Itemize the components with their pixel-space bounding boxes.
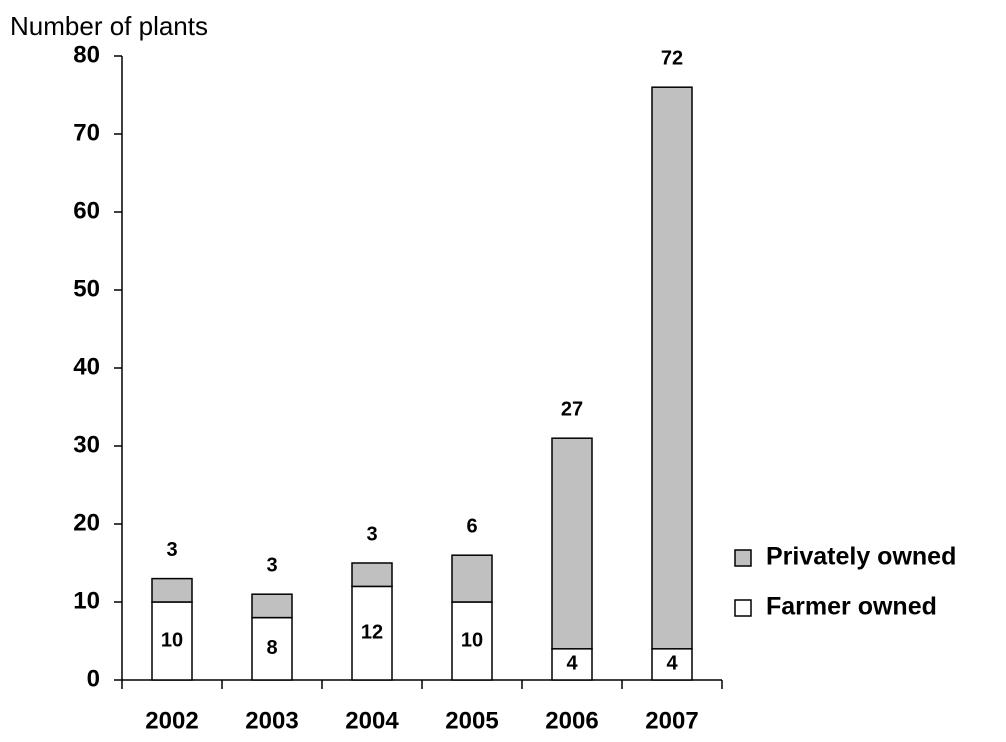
y-tick-label: 60 — [73, 197, 100, 224]
x-tick-label: 2004 — [345, 707, 399, 734]
y-tick-label: 70 — [73, 119, 100, 146]
y-tick-label: 80 — [73, 41, 100, 68]
data-label: 4 — [666, 653, 678, 675]
data-label: 27 — [561, 398, 583, 420]
data-label: 3 — [166, 539, 177, 561]
x-tick-label: 2006 — [545, 707, 598, 734]
data-label: 4 — [566, 653, 578, 675]
legend-label: Farmer owned — [766, 593, 937, 621]
data-label: 6 — [466, 515, 477, 537]
bar-segment — [351, 562, 393, 588]
x-tick-label: 2002 — [145, 707, 198, 734]
y-tick-label: 10 — [73, 587, 100, 614]
bar-segment — [451, 554, 493, 603]
bar-segment — [251, 593, 293, 619]
data-label: 10 — [161, 629, 183, 651]
y-tick-label: 20 — [73, 509, 100, 536]
legend-label: Privately owned — [766, 543, 956, 571]
x-tick-label: 2005 — [445, 707, 498, 734]
bar-segment — [151, 577, 193, 603]
bar-segment — [651, 648, 693, 681]
legend-swatch — [734, 599, 752, 617]
x-tick-label: 2007 — [645, 707, 698, 734]
data-label: 10 — [461, 629, 483, 651]
legend-swatch — [734, 549, 752, 567]
y-tick-label: 40 — [73, 353, 100, 380]
y-tick-label: 0 — [87, 665, 100, 692]
y-tick-label: 50 — [73, 275, 100, 302]
data-label: 3 — [366, 523, 377, 545]
y-axis-label: Number of plants — [10, 11, 208, 41]
data-label: 72 — [661, 47, 683, 69]
bar-segment — [551, 437, 593, 650]
data-label: 8 — [266, 637, 277, 659]
y-tick-label: 30 — [73, 431, 100, 458]
data-label: 3 — [266, 554, 277, 576]
x-tick-label: 2003 — [245, 707, 298, 734]
bar-segment — [651, 86, 693, 650]
bar-segment — [551, 648, 593, 681]
data-label: 12 — [361, 621, 383, 643]
